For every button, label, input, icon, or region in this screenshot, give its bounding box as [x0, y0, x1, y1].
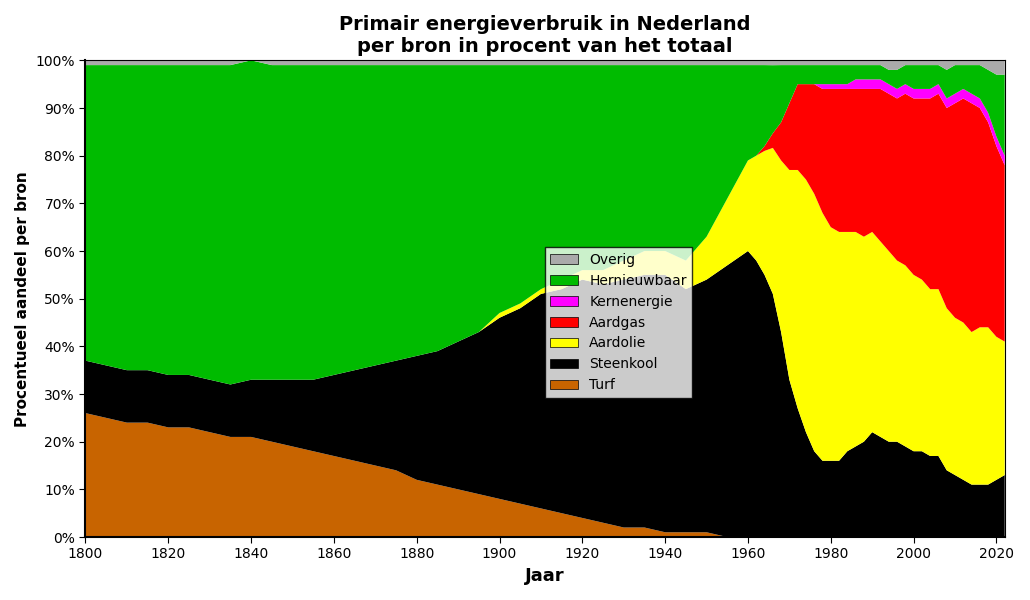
Title: Primair energieverbruik in Nederland
per bron in procent van het totaal: Primair energieverbruik in Nederland per… — [339, 15, 751, 56]
X-axis label: Jaar: Jaar — [525, 567, 564, 585]
Legend: Overig, Hernieuwbaar, Kernenergie, Aardgas, Aardolie, Steenkool, Turf: Overig, Hernieuwbaar, Kernenergie, Aardg… — [545, 247, 692, 398]
Y-axis label: Procentueel aandeel per bron: Procentueel aandeel per bron — [15, 171, 30, 427]
